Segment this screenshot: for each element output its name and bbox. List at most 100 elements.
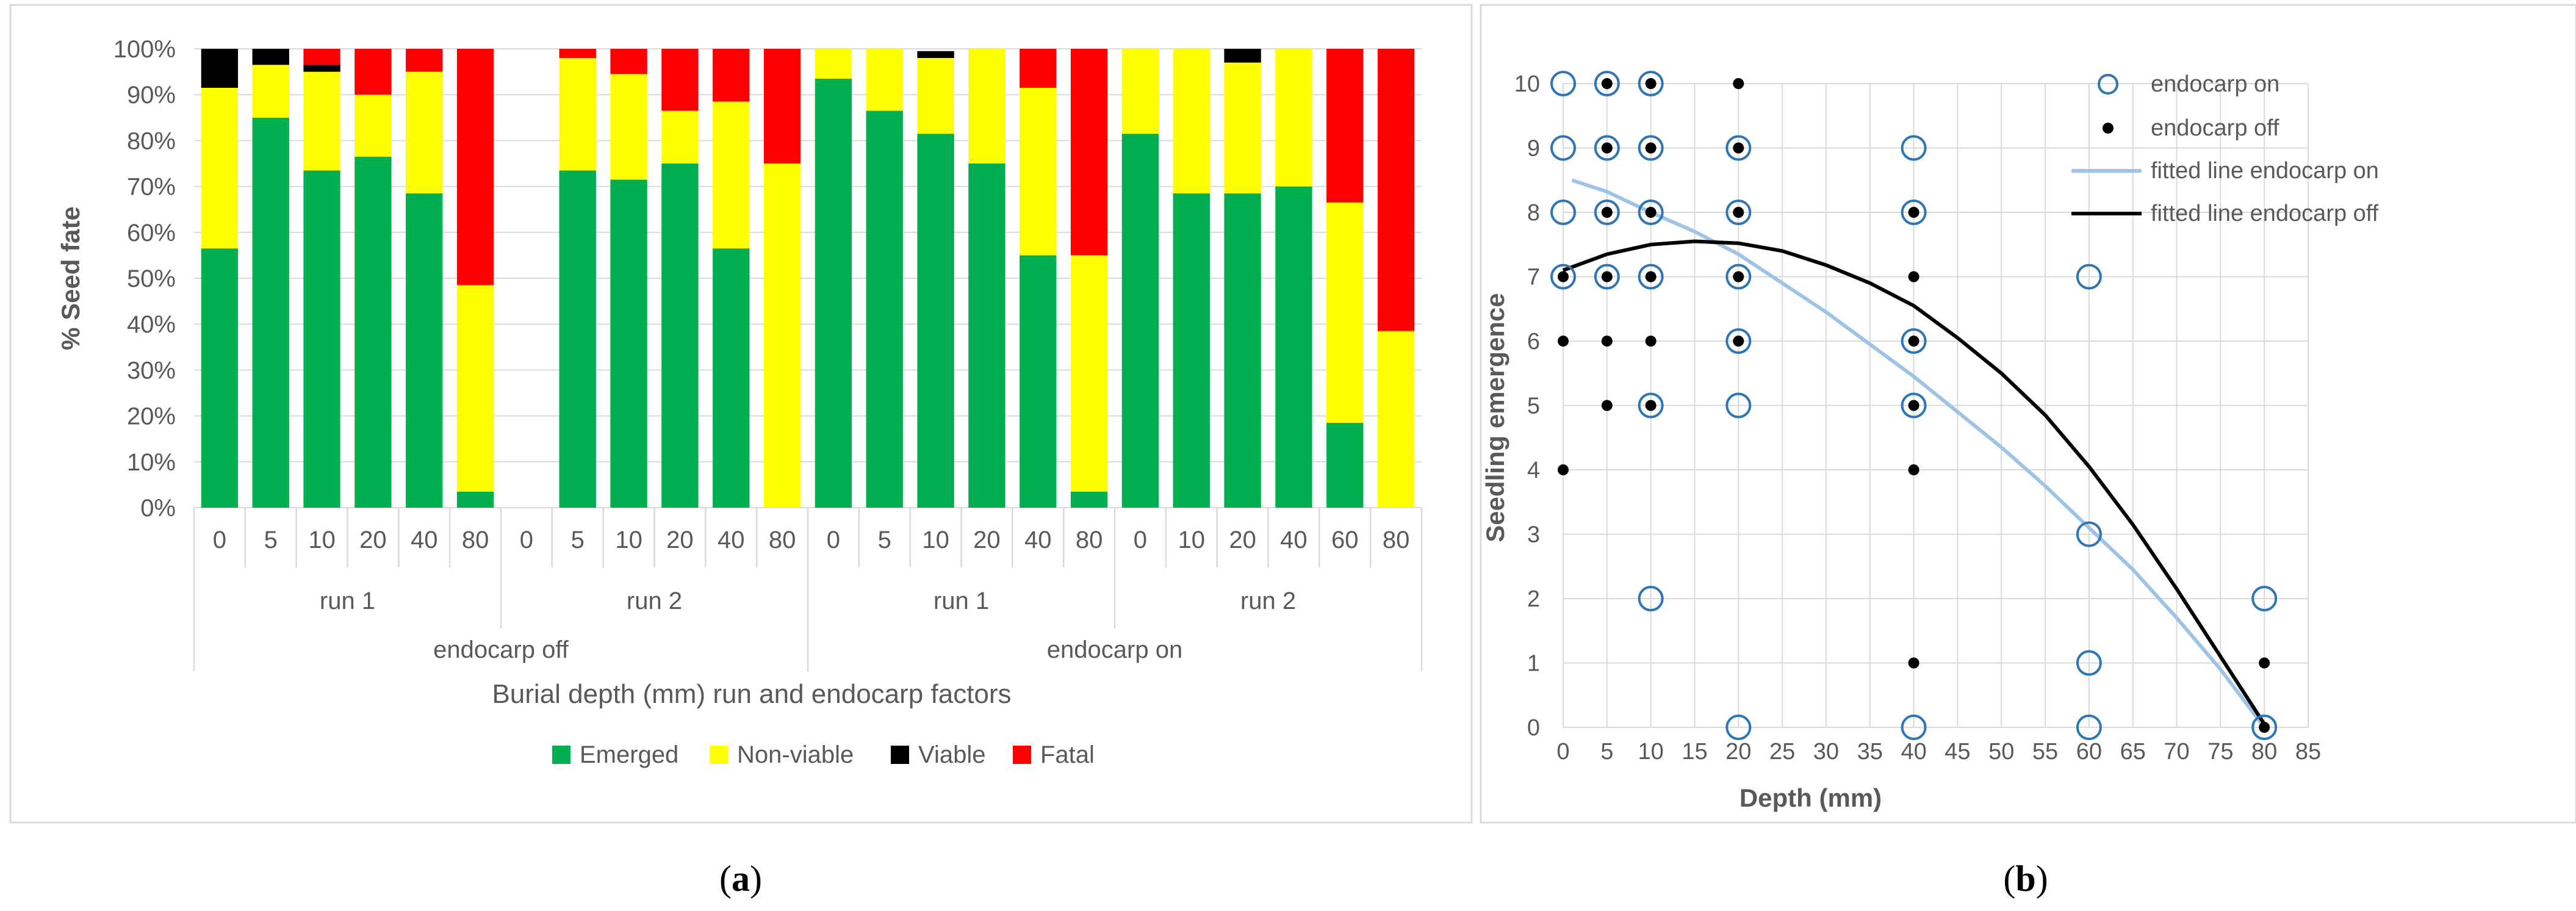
point-endocarp-on: [1594, 135, 1620, 161]
legend-swatch: [710, 746, 728, 764]
bar-segment-emerged: [815, 78, 852, 508]
bar-segment-viable: [252, 49, 289, 65]
point-endocarp-off: [1558, 464, 1569, 475]
x-category-label: 10: [308, 527, 336, 553]
bar-segment-non-viable: [559, 58, 596, 171]
x-category-label: 80: [769, 527, 796, 553]
x-axis-title: Depth (mm): [1740, 783, 1882, 812]
point-endocarp-off: [1558, 271, 1569, 283]
x-category-label: 20: [359, 527, 387, 553]
chart-a: 0% 10% 20% 30% 40% 50% 60% 70% 80% 90% 100% % Seed …: [56, 36, 1423, 768]
x-tick-label: 45: [1945, 739, 1970, 765]
point-endocarp-off: [1908, 207, 1919, 218]
y-tick-label: 3: [1527, 522, 1540, 548]
legend-swatch: [1013, 746, 1031, 764]
point-endocarp-off: [1908, 336, 1919, 347]
y-tick-label: 50%: [127, 265, 176, 292]
point-endocarp-on: [2251, 586, 2278, 611]
bar-segment-fatal: [456, 49, 494, 286]
x-category-label: 5: [571, 527, 585, 553]
point-endocarp-off: [1733, 78, 1744, 89]
point-endocarp-off: [1601, 336, 1613, 347]
bar-segment-viable: [1224, 49, 1261, 63]
y-tick-label: 100%: [113, 36, 176, 63]
x-tick-label: 5: [1600, 739, 1613, 765]
y-tick-label: 0: [1527, 715, 1540, 741]
bar-segment-non-viable: [1377, 331, 1415, 508]
legend-swatch: [891, 746, 909, 764]
bar-segment-fatal: [354, 49, 392, 95]
x-category-label: 5: [264, 527, 278, 553]
x-tick-label: 35: [1857, 739, 1883, 765]
bar-segment-emerged: [559, 170, 596, 508]
point-endocarp-on: [1594, 264, 1620, 290]
bar-segment-viable: [917, 51, 954, 59]
point-endocarp-on: [1725, 328, 1752, 354]
point-endocarp-off: [1601, 271, 1613, 283]
bar-segment-non-viable: [1326, 202, 1364, 423]
y-tick-label: 0%: [140, 495, 176, 522]
bar-segment-fatal: [1020, 49, 1057, 88]
y-tick-label: 2: [1527, 586, 1540, 612]
x-category-label: 10: [615, 527, 642, 553]
point-endocarp-off: [1733, 271, 1744, 283]
x-category-label: 80: [1076, 527, 1103, 553]
x-run-label: run 1: [934, 588, 989, 614]
point-endocarp-off: [1558, 336, 1569, 347]
y-tick-label: 6: [1527, 329, 1540, 355]
point-endocarp-on: [1594, 200, 1620, 225]
x-category-label: 0: [1134, 527, 1147, 553]
bar-segment-non-viable: [456, 285, 494, 492]
y-axis-title: Seedling emergence: [1481, 293, 1509, 542]
x-category-label: 40: [411, 527, 438, 553]
point-endocarp-on: [2251, 715, 2278, 740]
x-tick-label: 20: [1725, 739, 1751, 765]
point-endocarp-on: [2076, 264, 2102, 290]
legend-swatch: [552, 746, 570, 764]
bar-segment-viable: [303, 65, 340, 72]
bar-segment-emerged: [456, 491, 494, 508]
legend-label: Viable: [918, 741, 985, 768]
point-endocarp-on: [1550, 135, 1576, 161]
point-endocarp-off: [1645, 336, 1657, 347]
bar-segment-emerged: [1070, 491, 1108, 508]
point-endocarp-off: [1645, 78, 1657, 89]
point-endocarp-on: [1638, 200, 1664, 225]
point-endocarp-on: [1725, 264, 1752, 290]
x-tick-label: 60: [2076, 739, 2102, 765]
point-endocarp-on: [1901, 715, 1927, 740]
bar-segment-emerged: [968, 164, 1006, 508]
point-endocarp-off: [1601, 142, 1613, 154]
legend-marker-endocarp-off: [2103, 123, 2114, 134]
point-endocarp-off: [1733, 207, 1744, 218]
bar-segment-emerged: [661, 164, 699, 508]
y-tick-label: 80%: [127, 128, 176, 154]
y-tick-label: 9: [1527, 136, 1540, 162]
x-category-label: 10: [1178, 527, 1206, 553]
y-tick-label: 5: [1527, 394, 1540, 419]
point-endocarp-off: [1645, 400, 1657, 411]
bar-segment-emerged: [1173, 193, 1210, 508]
bar-segment-emerged: [1275, 186, 1312, 508]
bar-segment-fatal: [763, 49, 801, 164]
bar-segment-fatal: [1326, 49, 1364, 203]
bar-segment-non-viable: [968, 49, 1006, 164]
point-endocarp-on: [1901, 392, 1927, 419]
legend-marker-endocarp-on: [2098, 74, 2118, 95]
point-endocarp-on: [2076, 650, 2102, 676]
bar-segment-fatal: [713, 49, 750, 102]
point-endocarp-on: [1725, 200, 1752, 225]
x-category-label: 5: [878, 527, 891, 553]
y-tick-label: 8: [1527, 200, 1540, 226]
point-endocarp-off: [1908, 271, 1919, 283]
bar-segment-non-viable: [815, 49, 852, 79]
bar-segment-non-viable: [1020, 87, 1057, 256]
point-endocarp-on: [1725, 135, 1752, 161]
legend-label: endocarp on: [2151, 71, 2279, 97]
y-tick-label: 10: [1514, 71, 1540, 97]
bar-segment-non-viable: [303, 71, 340, 171]
x-tick-label: 25: [1769, 739, 1795, 765]
y-tick-label: 90%: [127, 82, 176, 109]
point-endocarp-off: [2259, 722, 2270, 733]
